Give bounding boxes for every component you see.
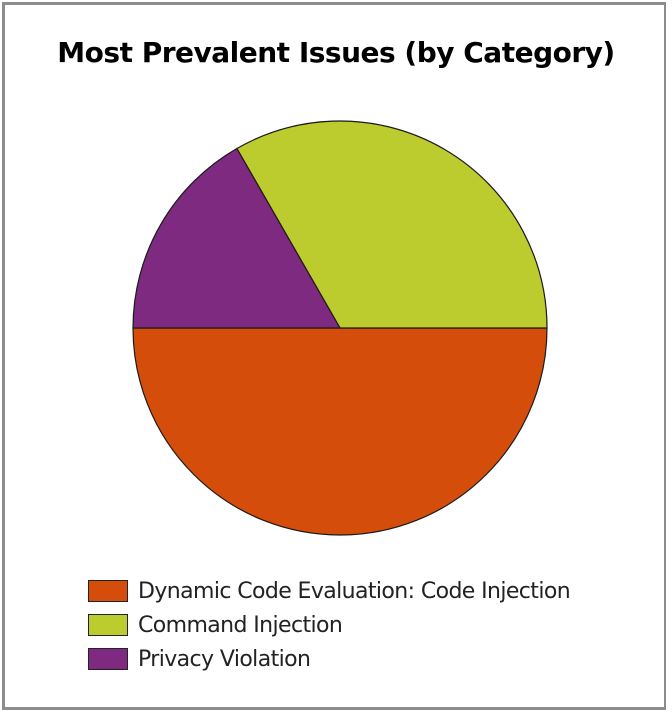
legend-item-privacy-violation: Privacy Violation — [88, 642, 570, 676]
chart-legend: Dynamic Code Evaluation: Code Injection … — [88, 574, 571, 676]
pie-slice-command-injection — [236, 120, 548, 329]
legend-label-code-injection: Dynamic Code Evaluation: Code Injection — [138, 578, 571, 604]
legend-item-code-injection: Dynamic Code Evaluation: Code Injection — [88, 574, 571, 608]
chart-title: Most Prevalent Issues (by Category) — [57, 36, 615, 69]
legend-swatch-code-injection — [88, 580, 128, 602]
legend-label-command-injection: Command Injection — [138, 612, 343, 638]
pie-slice-dynamic-code-evaluation-code-injection — [132, 327, 548, 536]
legend-swatch-command-injection — [88, 614, 128, 636]
pie-slice-privacy-violation — [132, 147, 341, 329]
legend-label-privacy-violation: Privacy Violation — [138, 646, 311, 672]
legend-item-command-injection: Command Injection — [88, 608, 570, 642]
legend-swatch-privacy-violation — [88, 648, 128, 670]
